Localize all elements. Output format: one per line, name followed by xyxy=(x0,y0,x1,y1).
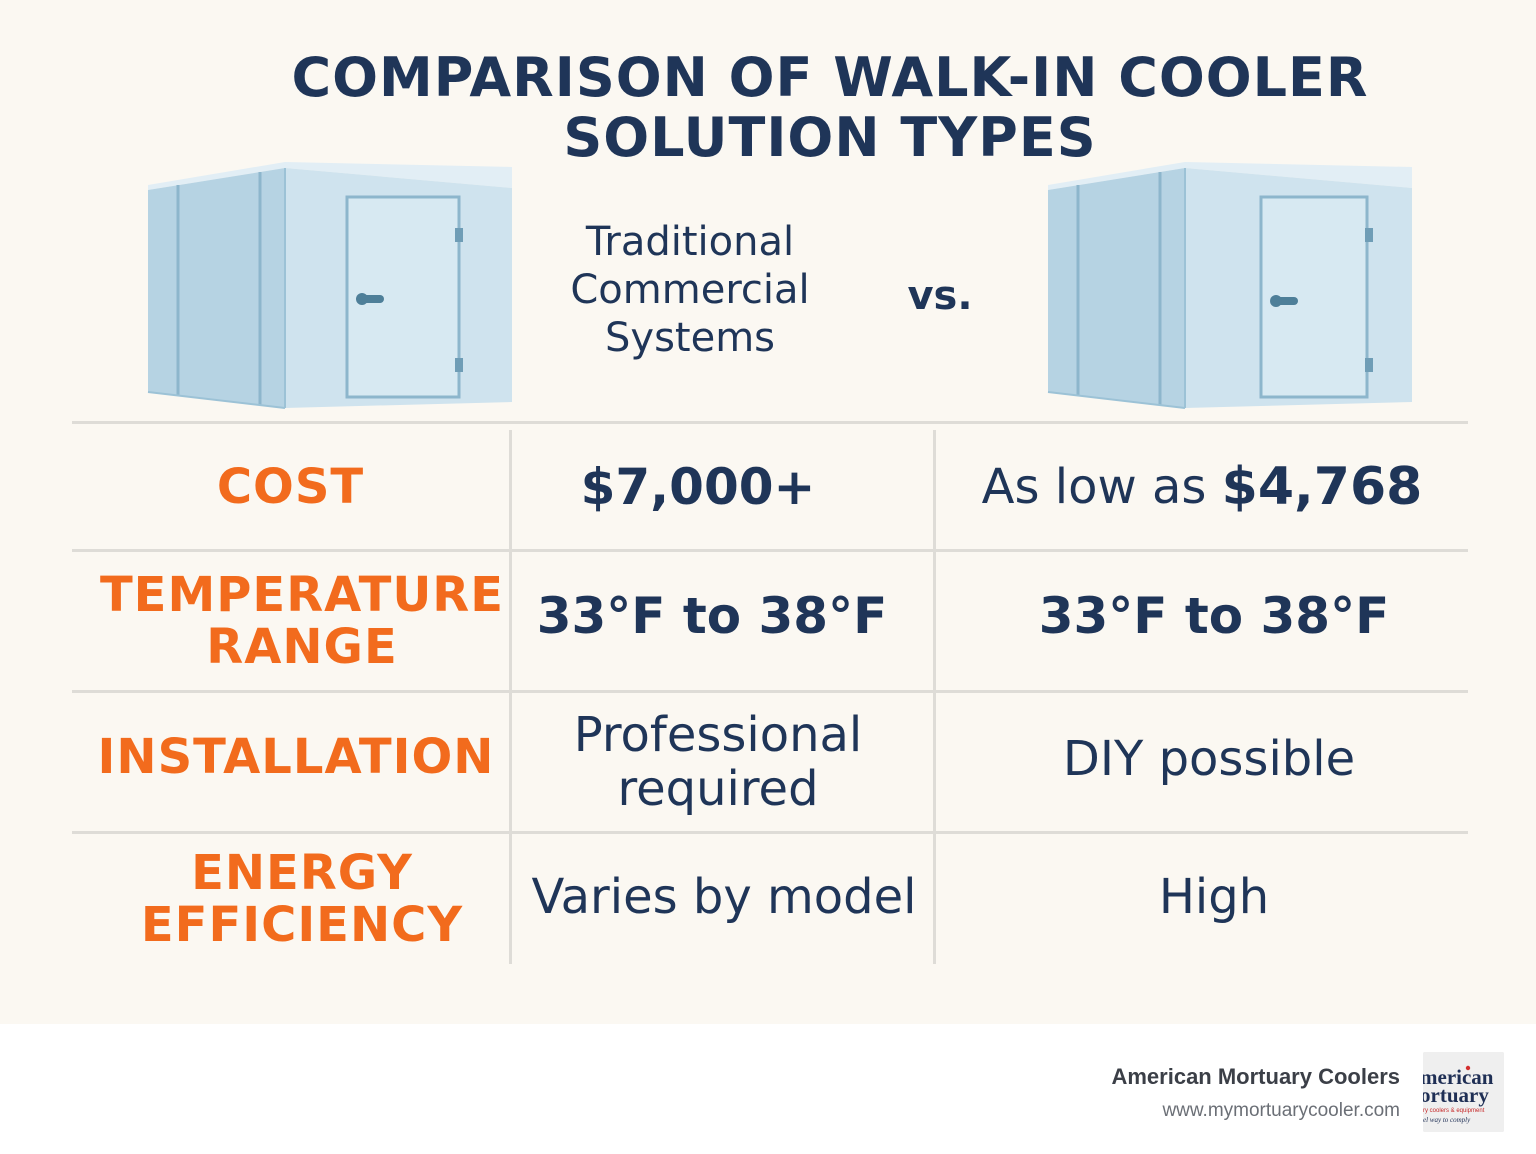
walk-in-cooler-illustration-right xyxy=(1047,162,1412,409)
energy-alternative: High xyxy=(1158,868,1270,925)
svg-text:ortuary: ortuary xyxy=(1423,1083,1489,1107)
energy-traditional: Varies by model xyxy=(531,868,917,925)
row-label-text: INSTALLATION xyxy=(97,729,495,785)
installation-traditional-line-1: Professional xyxy=(573,707,863,763)
table-divider-top xyxy=(72,421,1468,424)
row-label-text: COST xyxy=(216,458,365,515)
svg-text:el way to comply: el way to comply xyxy=(1423,1116,1471,1124)
cost-traditional: $7,000+ xyxy=(580,457,816,516)
temperature-alternative: 33°F to 38°F xyxy=(1038,587,1390,645)
footer-website-link[interactable]: www.mymortuarycooler.com xyxy=(1162,1100,1400,1121)
footer-company-name: American Mortuary Coolers xyxy=(1111,1064,1400,1089)
table-column-divider-2 xyxy=(933,430,936,964)
svg-text:ry coolers & equipment: ry coolers & equipment xyxy=(1423,1108,1485,1114)
row-label-line-1: TEMPERATURE xyxy=(99,567,505,623)
company-logo: merican ortuary ry coolers & equipment e… xyxy=(1423,1052,1504,1132)
page-title: COMPARISON OF WALK-IN COOLER SOLUTION TY… xyxy=(230,48,1430,168)
column-header-line-1: Traditional xyxy=(585,219,795,265)
row-label-line-2: EFFICIENCY xyxy=(140,897,464,953)
table-divider-row-1 xyxy=(72,549,1468,552)
row-label-line-1: ENERGY xyxy=(191,845,413,901)
cost-alternative-prefix: As low as xyxy=(981,458,1222,515)
svg-text:merican: merican xyxy=(1423,1065,1494,1089)
column-header-line-2: Commercial xyxy=(570,267,810,313)
installation-traditional: Professional required xyxy=(512,693,924,831)
cost-alternative: As low as $4,768 xyxy=(936,424,1468,549)
installation-alternative: DIY possible xyxy=(1062,731,1356,787)
title-line-2: SOLUTION TYPES xyxy=(563,106,1097,169)
row-label-line-2: RANGE xyxy=(206,619,398,675)
row-label-installation: INSTALLATION xyxy=(72,693,520,821)
cost-alternative-value: $4,768 xyxy=(1221,456,1423,517)
temperature-traditional: 33°F to 38°F xyxy=(536,587,888,645)
column-header-traditional: Traditional Commercial Systems xyxy=(540,218,840,362)
row-label-cost: COST xyxy=(72,424,509,549)
walk-in-cooler-illustration-left xyxy=(147,162,512,409)
column-header-line-3: Systems xyxy=(605,315,775,361)
row-label-energy-efficiency: ENERGY EFFICIENCY xyxy=(72,834,532,964)
infographic-canvas: COMPARISON OF WALK-IN COOLER SOLUTION TY… xyxy=(0,0,1536,1024)
title-line-1: COMPARISON OF WALK-IN COOLER xyxy=(291,46,1369,109)
versus-label: vs. xyxy=(907,273,973,319)
row-label-temperature-range: TEMPERATURE RANGE xyxy=(72,552,532,690)
table-divider-row-2 xyxy=(72,690,1468,693)
table-divider-row-3 xyxy=(72,831,1468,834)
table-column-divider-1 xyxy=(509,430,512,964)
installation-traditional-line-2: required xyxy=(617,761,819,817)
